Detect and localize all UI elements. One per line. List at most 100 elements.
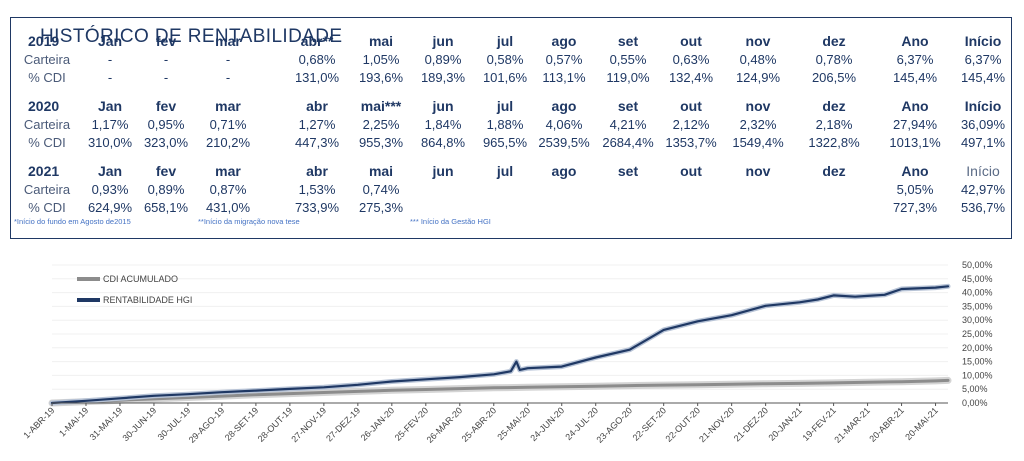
month-header: fev [155, 163, 177, 179]
series-line-cdi [50, 378, 950, 405]
x-tick-label: 21-DEZ-20 [732, 405, 770, 443]
y-axis: 0,00% 5,00% 10,00% 15,00% 20,00% 25,00% 30,00%… [962, 260, 993, 408]
cdi-value: 124,9% [735, 70, 781, 85]
carteira-value: 0,74% [362, 182, 400, 197]
carteira-value: 2,25% [362, 117, 400, 132]
y-tick-label: 50,00% [962, 260, 993, 270]
table-title: HISTÓRICO DE RENTABILIDADE [33, 26, 350, 48]
carteira-value: 6,37% [896, 52, 934, 67]
cdi-value: 323,0% [143, 135, 189, 150]
row-label-carteira: Carteira [23, 117, 71, 132]
carteira-value: 0,57% [545, 52, 583, 67]
cdi-value: 2684,4% [602, 135, 654, 150]
y-tick-label: 40,00% [962, 288, 993, 298]
carteira-value: - [225, 52, 231, 67]
x-tick-label: 27-DEZ-19 [324, 405, 362, 443]
month-header: Jan [97, 163, 123, 179]
carteira-value: 1,88% [486, 117, 524, 132]
y-tick-label: 5,00% [962, 384, 988, 394]
month-header: jun [432, 33, 454, 49]
carteira-value: 5,05% [896, 182, 934, 197]
carteira-value: 0,63% [672, 52, 710, 67]
month-header: Jan [97, 33, 123, 49]
carteira-value: 0,78% [815, 52, 853, 67]
month-header: Jan [97, 98, 123, 114]
y-tick-label: 20,00% [962, 343, 993, 353]
cdi-value: 193,6% [358, 70, 404, 85]
x-axis: 1-ABR-19 1-MAI-1931-MAI-1930-JUN-1930-JUL… [21, 402, 948, 445]
x-tick-label: 22-SET-20 [631, 405, 668, 442]
cdi-value: 733,9% [294, 200, 340, 215]
month-header: jul [496, 98, 514, 114]
month-header: set [617, 163, 639, 179]
month-header: mar [215, 98, 241, 114]
x-tick-label: 1-MAI-19 [57, 405, 90, 438]
x-tick-label: 20-MAI-21 [903, 405, 940, 442]
footnote-fund-start: *Início do fundo em Agosto de2015 [14, 217, 131, 226]
carteira-value: 0,68% [298, 52, 336, 67]
x-tick-label: 28-OUT-19 [256, 405, 295, 444]
cdi-value: 864,8% [420, 135, 466, 150]
cdi-value: 1322,8% [808, 135, 860, 150]
carteira-value: - [163, 52, 169, 67]
x-tick-label: 1-ABR-19 [21, 405, 56, 440]
cdi-value: 497,1% [960, 135, 1006, 150]
row-label-carteira: Carteira [23, 182, 71, 197]
month-header: set [617, 98, 639, 114]
carteira-value: 2,32% [739, 117, 777, 132]
chart-legend: CDI ACUMULADO RENTABILIDADE HGI [77, 274, 192, 305]
cdi-value: 113,1% [542, 70, 586, 85]
carteira-value: 0,48% [739, 52, 777, 67]
x-tick-label: 27-NOV-19 [289, 405, 328, 444]
cdi-value: 206,5% [811, 70, 857, 85]
month-header: out [680, 33, 702, 49]
carteira-value: 0,95% [147, 117, 185, 132]
x-tick-label: 30-JUN-19 [121, 405, 159, 443]
month-header: mar [215, 163, 241, 179]
cdi-value: - [107, 70, 113, 85]
carteira-value: 4,06% [545, 117, 583, 132]
y-tick-label: 45,00% [962, 274, 993, 284]
carteira-value: 1,27% [298, 117, 336, 132]
cdi-value: 145,4% [960, 70, 1006, 85]
month-header: Início [966, 163, 1000, 179]
carteira-value: 4,21% [609, 117, 647, 132]
carteira-value: 27,94% [892, 117, 938, 132]
carteira-value: 2,18% [815, 117, 853, 132]
month-header: ago [551, 98, 577, 114]
carteira-value: 36,09% [960, 117, 1006, 132]
month-header: ago [551, 33, 577, 49]
cdi-value: 1013,1% [889, 135, 941, 150]
month-header: dez [822, 98, 846, 114]
carteira-value: 0,87% [209, 182, 247, 197]
cdi-value: - [225, 70, 231, 85]
month-header: Ano [901, 163, 929, 179]
month-header: abr [306, 163, 328, 179]
carteira-value: 1,17% [91, 117, 129, 132]
legend-label-cdi: CDI ACUMULADO [103, 274, 178, 284]
month-header: ago [551, 163, 577, 179]
year-label: 2021 [28, 163, 60, 179]
cdi-value: - [163, 70, 169, 85]
month-header: jul [496, 163, 514, 179]
cdi-value: 624,9% [87, 200, 133, 215]
performance-chart: CDI ACUMULADO RENTABILIDADE HGI 0,00% 5,0… [21, 260, 993, 445]
carteira-value: 42,97% [960, 182, 1006, 197]
cdi-value: 955,3% [358, 135, 404, 150]
month-header: abr [306, 98, 328, 114]
month-header: Ano [901, 98, 929, 114]
carteira-value: 1,84% [424, 117, 462, 132]
month-header: fev [155, 33, 177, 49]
cdi-value: 1549,4% [732, 135, 784, 150]
x-tick-label: 25-MAI-20 [495, 405, 532, 442]
month-header: jun [432, 98, 454, 114]
cdi-value: 210,2% [205, 135, 251, 150]
cdi-value: 310,0% [87, 135, 133, 150]
month-header: mai [368, 163, 394, 179]
month-header: dez [822, 33, 846, 49]
cdi-value: 536,7% [960, 200, 1006, 215]
x-tick-label: 21-NOV-20 [697, 405, 736, 444]
carteira-value: 0,93% [91, 182, 129, 197]
month-header: mai [368, 33, 394, 49]
month-header: set [617, 33, 639, 49]
